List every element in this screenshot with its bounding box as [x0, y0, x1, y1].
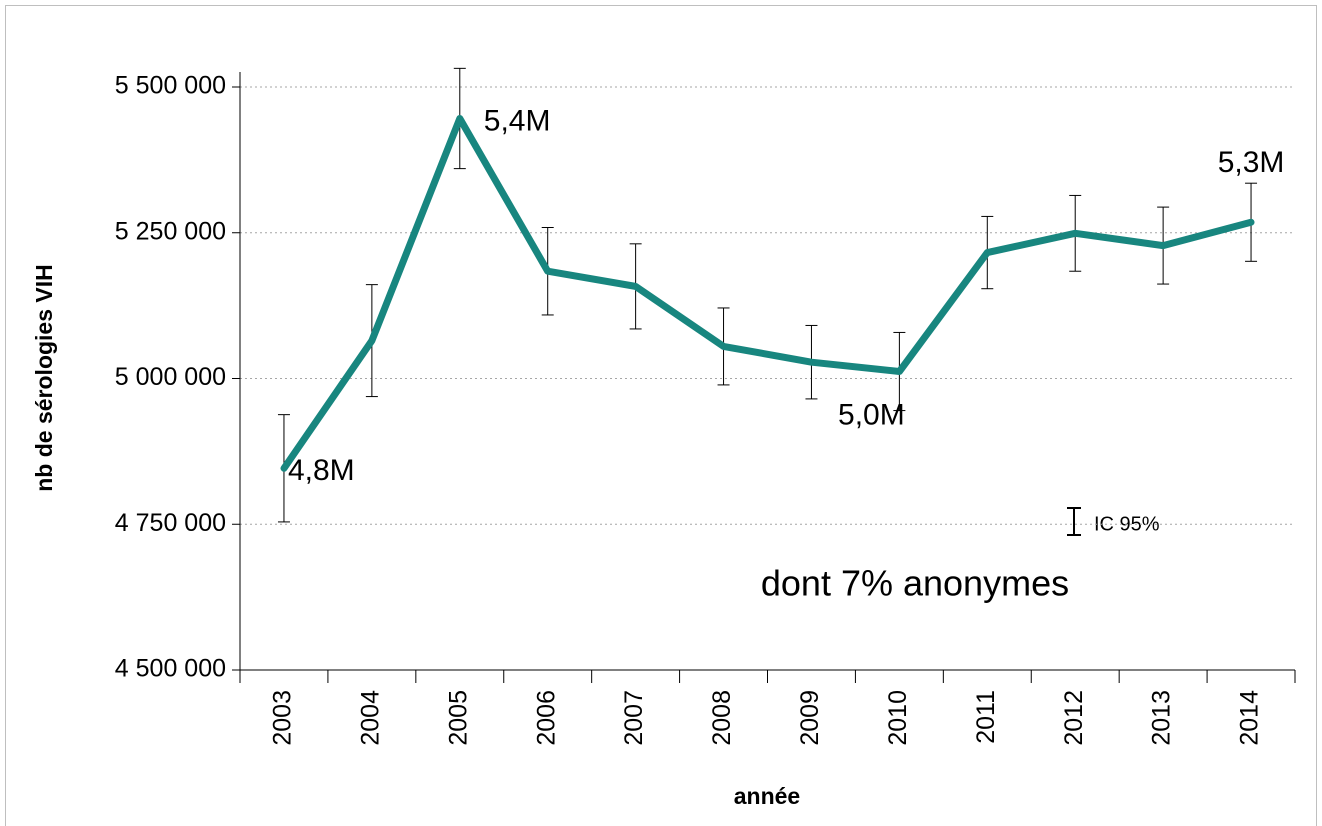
data-label: 5,0M	[838, 398, 905, 431]
x-tick-label: 2003	[269, 690, 297, 746]
data-line	[280, 115, 1255, 472]
annotation: dont 7% anonymes	[761, 563, 1069, 604]
x-tick-label: 2011	[972, 690, 1000, 744]
y-tick-label: 5 000 000	[115, 363, 226, 391]
x-tick-label: 2009	[796, 690, 824, 746]
x-tick-label: 2005	[444, 690, 472, 746]
data-label: 4,8M	[288, 454, 355, 487]
x-axis-title: année	[734, 783, 800, 809]
data-label: 5,4M	[484, 104, 551, 137]
x-tick-label: 2006	[532, 690, 560, 746]
x-tick-label: 2012	[1060, 690, 1088, 746]
x-tick-label: 2007	[620, 690, 648, 746]
x-tick-label: 2010	[884, 690, 912, 746]
x-tick-label: 2004	[356, 690, 384, 746]
y-tick-label: 5 250 000	[115, 217, 226, 245]
y-tick-label: 4 500 000	[115, 655, 226, 683]
y-axis-title: nb de sérologies VIH	[31, 264, 57, 492]
y-tick-label: 4 750 000	[115, 509, 226, 537]
chart-frame	[5, 5, 1317, 826]
x-tick-label: 2013	[1148, 690, 1176, 746]
x-tick-label: 2008	[708, 690, 736, 746]
error-legend-symbol	[1067, 507, 1081, 536]
y-tick-label: 5 500 000	[115, 72, 226, 100]
x-tick-label: 2014	[1236, 690, 1264, 746]
data-label: 5,3M	[1218, 146, 1285, 179]
